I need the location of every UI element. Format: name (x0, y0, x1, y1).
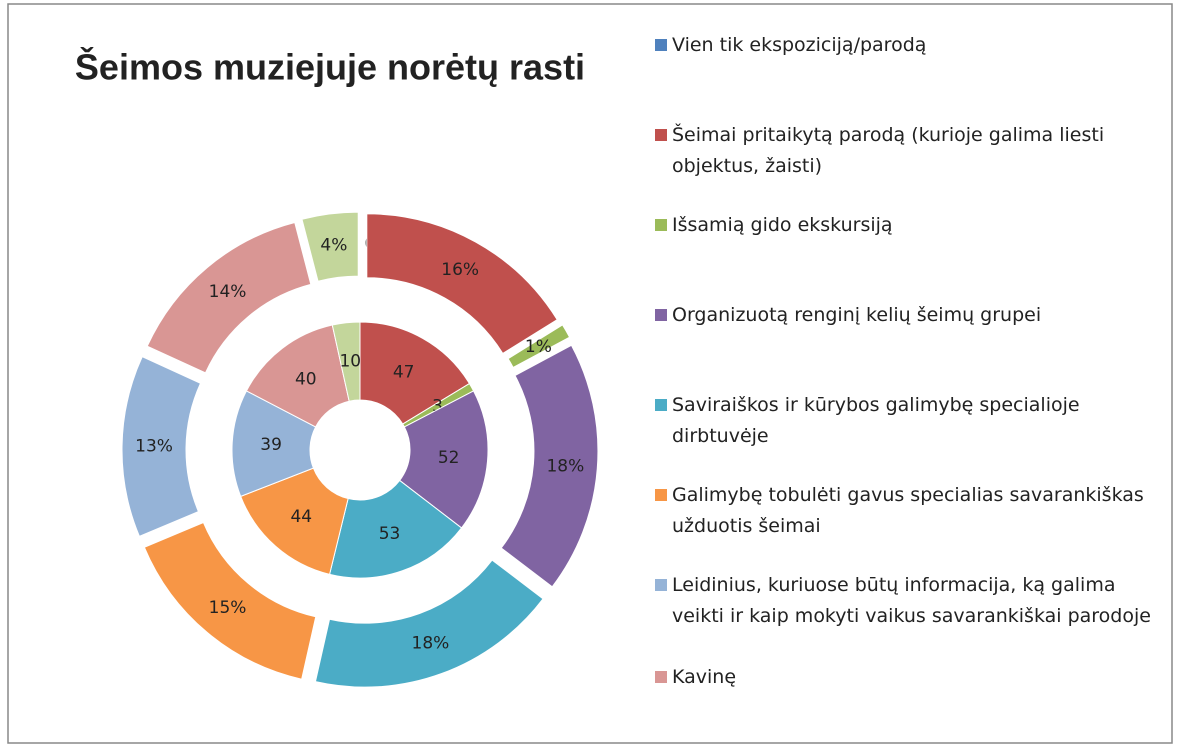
donut-slice (331, 321, 361, 402)
chart-title: Šeimos muziejuje norėtų rasti (75, 46, 585, 88)
legend-swatch (655, 399, 667, 411)
legend-swatch (655, 129, 667, 141)
donut-slice (500, 344, 599, 588)
donut-slice (366, 213, 558, 355)
donut-slice (301, 211, 359, 282)
legend-item: Galimybę tobulėti gavus specialias savar… (655, 480, 1160, 542)
legend-item: Vien tik ekspoziciją/parodą (655, 30, 1160, 61)
frame (7, 3, 1173, 744)
donut-slice (359, 321, 471, 425)
legend-label: Kavinę (672, 666, 737, 688)
legend-label: Išsamią gido ekskursiją (672, 214, 893, 236)
legend-label: Saviraiškos ir kūrybos galimybę speciali… (672, 394, 1080, 447)
legend-item: Saviraiškos ir kūrybos galimybę speciali… (655, 390, 1160, 452)
data-label: 47 (393, 362, 415, 382)
data-label: 14% (209, 282, 247, 302)
donut-slice (143, 521, 317, 680)
legend-label: Leidinius, kuriuose būtų informacija, ką… (672, 574, 1151, 627)
legend-item: Išsamią gido ekskursiją (655, 210, 1160, 241)
data-label: 13% (135, 437, 173, 457)
data-label: 3 (432, 396, 443, 416)
donut-slice (121, 356, 202, 537)
legend-item: Šeimai pritaikytą parodą (kurioje galima… (655, 120, 1160, 182)
legend-item: Leidinius, kuriuose būtų informacija, ką… (655, 570, 1160, 632)
data-label: 52 (438, 448, 460, 468)
donut-slice (328, 479, 463, 579)
legend-label: Organizuotą renginį kelių šeimų grupei (672, 304, 1042, 326)
legend-swatch (655, 219, 667, 231)
donut-slice (314, 559, 544, 688)
data-label: 39 (260, 435, 282, 455)
data-label: 10 (339, 352, 361, 372)
legend-swatch (655, 39, 667, 51)
legend-label: Šeimai pritaikytą parodą (kurioje galima… (672, 124, 1105, 177)
data-label: 40 (295, 369, 317, 389)
donut-slice (398, 390, 489, 529)
data-label: 44 (290, 507, 312, 527)
donut-slice (240, 467, 349, 575)
data-label: 15% (209, 598, 247, 618)
data-label: 53 (379, 524, 401, 544)
legend-swatch (655, 489, 667, 501)
legend-swatch (655, 309, 667, 321)
legend-swatch (655, 579, 667, 591)
donut-slice (507, 324, 571, 369)
legend-swatch (655, 671, 667, 683)
data-label: 1% (525, 337, 552, 357)
data-label: 18% (546, 456, 584, 476)
legend-item: Organizuotą renginį kelių šeimų grupei (655, 300, 1160, 331)
legend-label: Galimybę tobulėti gavus specialias savar… (672, 484, 1144, 537)
data-label: 16% (441, 260, 479, 280)
data-label: 4% (320, 236, 347, 256)
data-label: 18% (412, 634, 450, 654)
legend-label: Vien tik ekspoziciją/parodą (672, 34, 927, 56)
legend-item: Kavinę (655, 662, 1160, 693)
donut-slice (146, 221, 312, 374)
